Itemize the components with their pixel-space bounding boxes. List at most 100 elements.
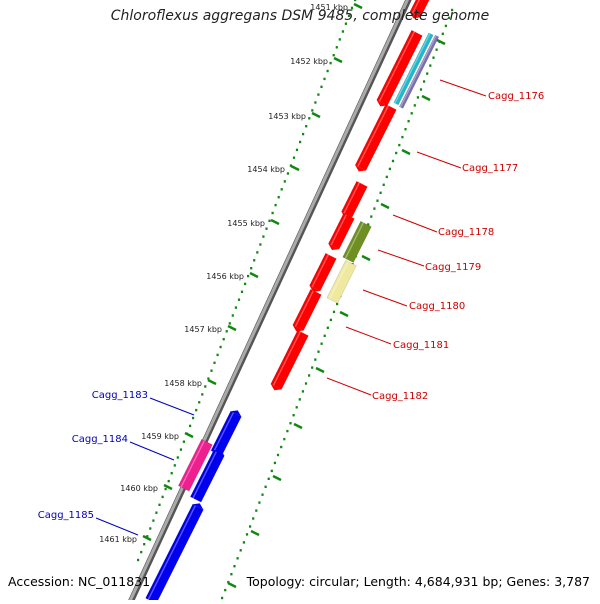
- guide-dot: [435, 48, 438, 51]
- guide-dot: [335, 46, 338, 49]
- guide-dot: [143, 543, 146, 546]
- gene-cds-1184-body: [189, 449, 225, 503]
- guide-dot: [182, 440, 185, 443]
- genome-info-text: Topology: circular; Length: 4,684,931 bp…: [246, 574, 590, 589]
- guide-dot: [323, 334, 326, 337]
- guide-dot: [277, 196, 280, 199]
- feature-yellow-highlight: [328, 261, 349, 300]
- guide-dot: [225, 330, 228, 333]
- guide-dot: [347, 14, 351, 17]
- guide-dot: [292, 156, 296, 159]
- guide-dot: [391, 159, 395, 163]
- guide-dot: [388, 167, 391, 171]
- accession-text: Accession: NC_011831: [8, 574, 151, 589]
- guide-dot: [314, 358, 317, 361]
- gene-label-cagg_1180: Cagg_1180: [409, 301, 465, 312]
- guide-dot: [170, 472, 173, 475]
- guide-dot: [441, 32, 444, 35]
- guide-dot: [292, 414, 295, 417]
- outer-tick-mark: [227, 581, 237, 589]
- guide-dot: [189, 424, 192, 428]
- guide-dot: [213, 361, 216, 364]
- kbp-ticks: 1451 kbp 1452 kbp 1453 kbp 1454 kbp 1455 kbp…: [99, 2, 446, 589]
- guide-dot: [432, 56, 435, 59]
- gene-cds-1178-highlight: [343, 182, 360, 214]
- gene-cds-1180-highlight: [311, 254, 329, 288]
- guide-dot: [276, 453, 280, 457]
- gene-cds-1176: [376, 29, 423, 107]
- guide-dot: [280, 445, 283, 449]
- gene-label-cagg_1184: Cagg_1184: [72, 434, 128, 445]
- guide-dot: [231, 314, 234, 317]
- guide-dot: [289, 422, 292, 425]
- kbp-tick-label: 1458 kbp: [164, 379, 202, 388]
- kbp-tick-label: 1457 kbp: [184, 325, 222, 334]
- guide-dot: [240, 290, 244, 293]
- callout-line-forward: [362, 289, 408, 307]
- outer-tick-mark: [380, 202, 390, 210]
- guide-dot: [301, 390, 304, 393]
- outer-tick-mark: [436, 38, 446, 46]
- gene-cds-1177: [354, 103, 397, 172]
- guide-dot: [336, 302, 339, 306]
- guide-dot: [261, 493, 264, 496]
- feature-yellow: [326, 259, 357, 304]
- guide-dot: [192, 416, 195, 420]
- guide-dot: [410, 112, 413, 115]
- guide-dot: [373, 207, 376, 210]
- kbp-tick-mark: [142, 534, 152, 542]
- guide-dot: [253, 259, 256, 262]
- kbp-tick-mark: [353, 2, 363, 10]
- gene-cds-1179-head: [328, 243, 340, 250]
- guide-dot: [311, 366, 314, 369]
- guide-dot: [227, 580, 230, 584]
- guide-dot: [207, 377, 210, 380]
- guide-dot: [224, 588, 227, 592]
- guide-dot: [237, 298, 241, 301]
- guide-dot: [305, 125, 308, 128]
- feature-yellow-body: [326, 259, 357, 304]
- gene-cds-1184-head: [213, 449, 225, 456]
- guide-dot: [308, 117, 311, 120]
- guide-dot: [283, 437, 286, 441]
- guide-dot: [338, 38, 341, 41]
- feature-magenta-highlight: [180, 440, 205, 488]
- feature-magenta: [177, 438, 213, 492]
- gene-cds-1185-highlight: [147, 505, 196, 600]
- outer-tick-mark: [315, 366, 325, 374]
- guide-dot: [204, 385, 207, 388]
- feature-cyan: [393, 32, 434, 106]
- guide-dot: [304, 382, 308, 385]
- guide-dot: [295, 148, 299, 152]
- gene-label-cagg_1183: Cagg_1183: [92, 390, 148, 401]
- guide-dot: [167, 479, 170, 483]
- guide-dot: [252, 517, 255, 520]
- guide-dot: [230, 573, 233, 576]
- guide-dot: [326, 326, 329, 329]
- guide-dot: [341, 30, 344, 33]
- gene-features: [145, 0, 440, 604]
- gene-cds-1175: [409, 0, 430, 19]
- outer-tick-mark: [421, 94, 431, 102]
- guide-dot: [401, 135, 404, 139]
- guide-dot: [332, 310, 336, 314]
- gene-cds-1181-head: [292, 325, 304, 332]
- guide-dot: [262, 235, 265, 238]
- guide-dot: [274, 203, 277, 207]
- guide-dot: [419, 88, 423, 91]
- gene-cds-1184: [189, 449, 225, 503]
- guide-dot: [317, 350, 320, 353]
- outer-dotted-guide: [221, 8, 454, 600]
- guide-dot: [299, 140, 302, 144]
- guide-dot: [404, 128, 407, 131]
- gene-label-cagg_1176: Cagg_1176: [488, 91, 544, 102]
- guide-dot: [149, 527, 152, 530]
- kbp-tick-mark: [207, 378, 217, 386]
- gene-cds-1178: [341, 180, 368, 218]
- gene-cds-1177-highlight: [357, 105, 389, 167]
- backbone-line: [127, 0, 410, 604]
- gene-cds-1177-head: [355, 165, 366, 172]
- feature-purple-body: [398, 34, 440, 109]
